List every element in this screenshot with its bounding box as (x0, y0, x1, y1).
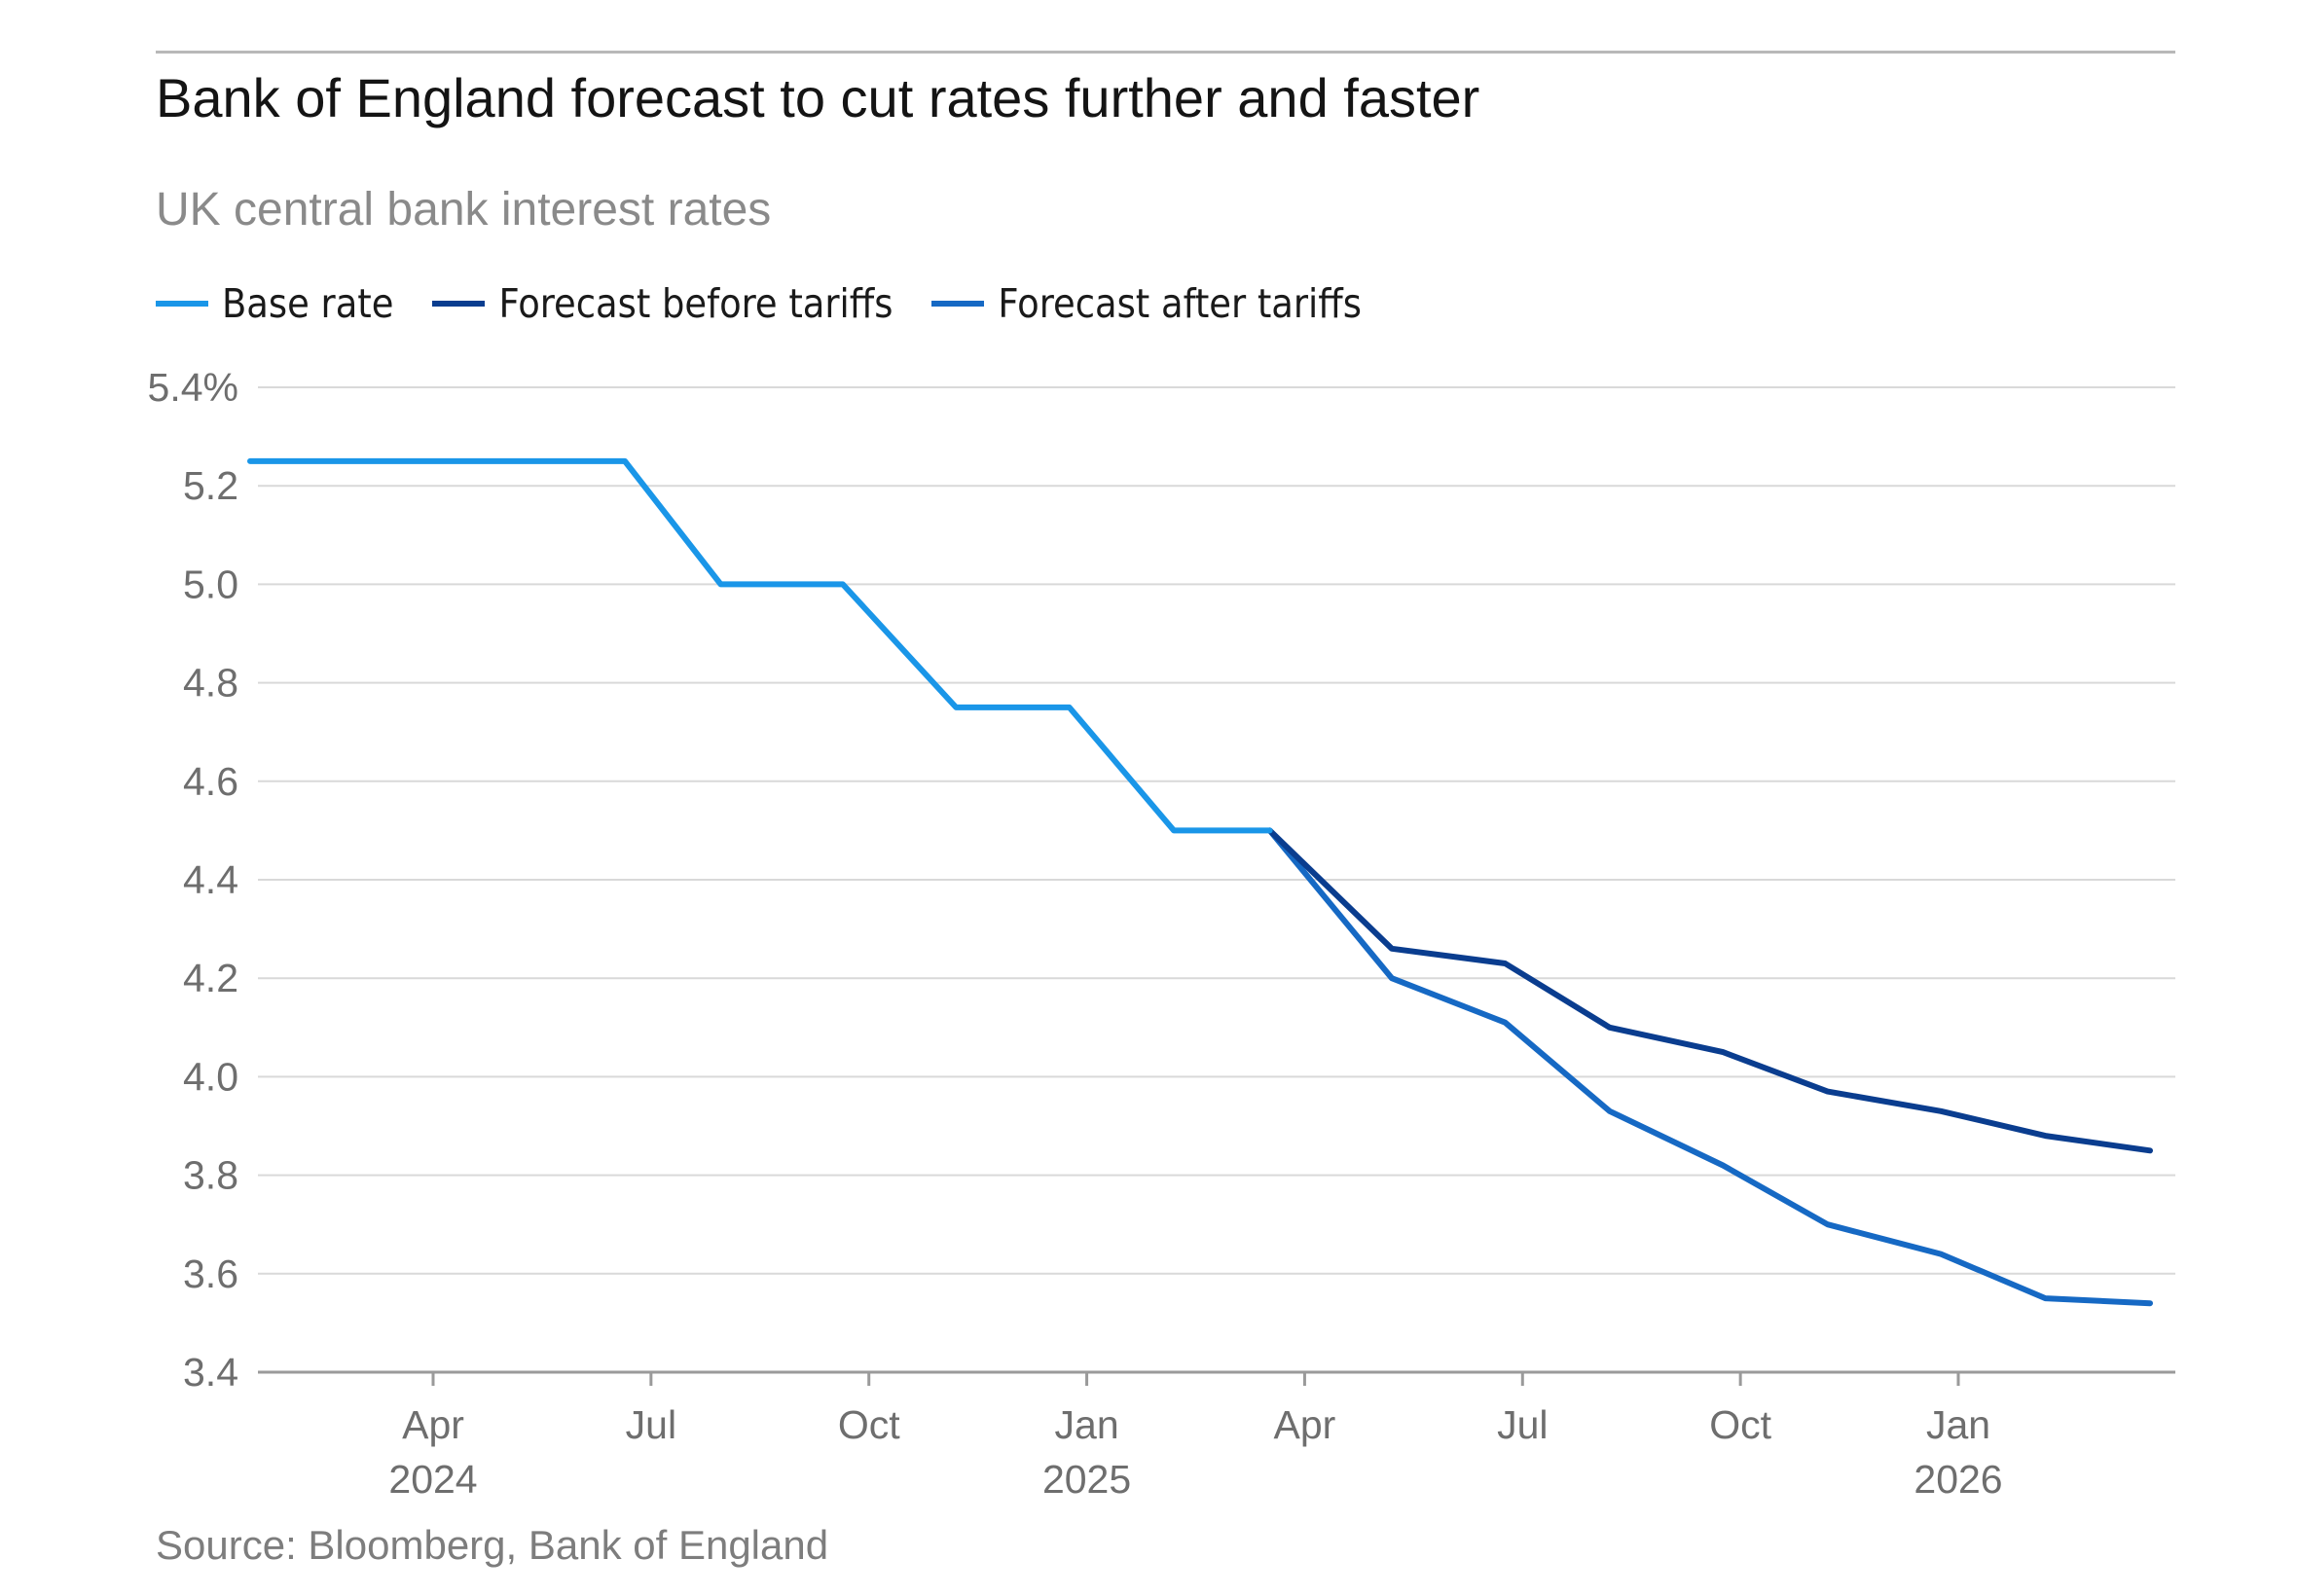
legend-item-base-rate: Base rate (156, 280, 393, 327)
gridlines (258, 386, 2175, 1374)
top-rule (156, 51, 2175, 54)
x-tick-label: Oct (838, 1402, 900, 1447)
y-tick-label: 4.6 (183, 759, 238, 804)
y-tick-label: 4.4 (183, 857, 238, 902)
y-axis-ticks: 5.4% 5.2 5.0 4.8 4.6 4.4 4.2 4.0 3.8 3.6 3.4 (148, 365, 238, 1395)
legend-label-base-rate: Base rate (222, 280, 394, 327)
x-tick-label: Jul (626, 1402, 676, 1447)
x-tick-year-label: 2025 (1042, 1457, 1131, 1502)
x-tick-label: Jan (1926, 1402, 1990, 1447)
y-tick-label: 4.8 (183, 661, 238, 706)
source-note: Source: Bloomberg, Bank of England (156, 1522, 829, 1568)
x-tick-label: Jul (1497, 1402, 1548, 1447)
series-line-base-rate (247, 457, 1273, 834)
y-tick-label: 5.2 (183, 463, 238, 508)
series-line-forecast-before-tariffs (1266, 827, 2153, 1154)
y-tick-label: 3.4 (183, 1350, 238, 1395)
x-tick-label: Apr (402, 1402, 464, 1447)
series-line-forecast-after-tariffs (1266, 827, 2153, 1307)
x-tick-year-label: 2026 (1914, 1457, 2002, 1502)
legend-swatch-forecast-after (931, 301, 985, 307)
legend: Base rate Forecast before tariffs Foreca… (156, 280, 1401, 327)
y-tick-label: 5.4% (148, 365, 238, 410)
legend-item-forecast-before: Forecast before tariffs (432, 280, 893, 327)
legend-item-forecast-after: Forecast after tariffs (931, 280, 1362, 327)
y-tick-label: 4.0 (183, 1054, 238, 1099)
y-tick-label: 4.2 (183, 956, 238, 1000)
y-tick-label: 3.6 (183, 1251, 238, 1296)
x-axis-ticks: Apr 2024 Jul Oct Jan 2025 Apr Jul Oct Jan 2026 (388, 1372, 2003, 1502)
legend-label-forecast-after: Forecast after tariffs (998, 280, 1362, 327)
legend-swatch-forecast-before (432, 301, 486, 307)
x-tick-label: Apr (1274, 1402, 1336, 1447)
legend-swatch-base-rate (156, 301, 208, 307)
chart-subtitle: UK central bank interest rates (156, 184, 772, 236)
x-tick-label: Oct (1709, 1402, 1771, 1447)
y-tick-label: 3.8 (183, 1153, 238, 1198)
y-tick-label: 5.0 (183, 562, 238, 606)
x-tick-year-label: 2024 (388, 1457, 477, 1502)
x-tick-label: Jan (1055, 1402, 1119, 1447)
chart-title: Bank of England forecast to cut rates fu… (156, 67, 1480, 128)
series-lines (247, 457, 2153, 1307)
legend-label-forecast-before: Forecast before tariffs (498, 280, 893, 327)
